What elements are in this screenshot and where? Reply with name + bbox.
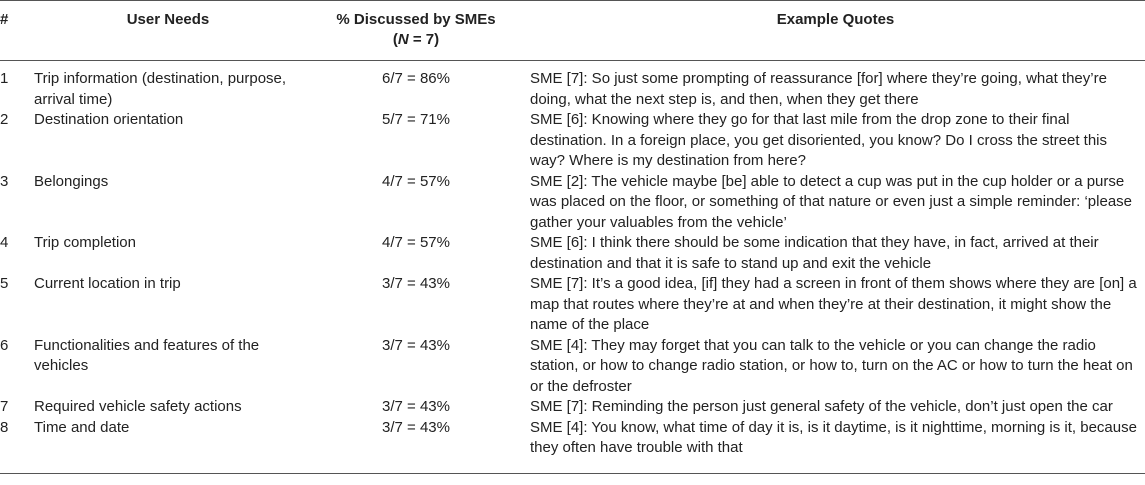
row-quote: SME [6]: I think there should be some in…: [530, 234, 1099, 272]
row-percent: 3/7 = 43%: [382, 275, 450, 292]
table-row: 1 Trip information (destination, purpose…: [0, 61, 1145, 111]
row-user-need: Trip information (destination, purpose, …: [34, 70, 287, 108]
header-row: # User Needs % Discussed by SMEs (N = 7)…: [0, 0, 1145, 61]
header-n-value: = 7): [408, 31, 440, 48]
row-percent: 4/7 = 57%: [382, 234, 450, 251]
row-number: 8: [0, 418, 9, 436]
row-percent: 3/7 = 43%: [382, 398, 450, 415]
row-user-need: Functionalities and features of the vehi…: [34, 336, 260, 375]
row-percent: 3/7 = 43%: [382, 418, 450, 436]
header-user-needs: User Needs: [126, 11, 210, 28]
row-percent: 3/7 = 43%: [382, 336, 450, 354]
header-paren-open: (: [392, 31, 398, 48]
row-user-need: Current location in trip: [34, 275, 181, 292]
row-percent: 6/7 = 86%: [382, 70, 450, 87]
row-quote: SME [2]: The vehicle maybe [be] able to …: [530, 172, 1132, 231]
row-quote: SME [6]: Knowing where they go for that …: [530, 111, 1107, 169]
table-row: 6 Functionalities and features of the ve…: [0, 336, 1145, 398]
row-quote: SME [7]: It’s a good idea, [if] they had…: [530, 275, 1137, 333]
table-row: 8 Time and date 3/7 = 43% SME [4]: You k…: [0, 418, 1145, 473]
row-quote: SME [4]: They may forget that you can ta…: [530, 336, 1133, 395]
table-row: 4 Trip completion 4/7 = 57% SME [6]: I t…: [0, 233, 1145, 274]
row-number: 1: [0, 70, 9, 87]
table-row: 3 Belongings 4/7 = 57% SME [2]: The vehi…: [0, 172, 1145, 234]
row-user-need: Trip completion: [34, 234, 136, 251]
header-n-variable: N: [397, 31, 409, 48]
row-user-need: Destination orientation: [34, 111, 184, 128]
table-body: 1 Trip information (destination, purpose…: [0, 61, 1145, 473]
table-row: 5 Current location in trip 3/7 = 43% SME…: [0, 274, 1145, 336]
header-percent-line1: % Discussed by SMEs: [336, 11, 496, 28]
row-quote: SME [4]: You know, what time of day it i…: [530, 418, 1137, 457]
row-user-need: Time and date: [34, 418, 130, 436]
row-number: 5: [0, 275, 9, 292]
row-quote: SME [7]: So just some prompting of reass…: [530, 70, 1107, 108]
header-percent-discussed: % Discussed by SMEs (N = 7): [306, 1, 526, 61]
user-needs-table: # User Needs % Discussed by SMEs (N = 7)…: [0, 0, 1145, 473]
row-percent: 5/7 = 71%: [382, 111, 450, 128]
row-number: 7: [0, 398, 9, 415]
row-number: 3: [0, 172, 9, 190]
row-number: 2: [0, 111, 9, 128]
header-example-quotes: Example Quotes: [776, 11, 895, 28]
row-quote: SME [7]: Reminding the person just gener…: [530, 398, 1113, 415]
row-user-need: Belongings: [34, 172, 109, 190]
header-number: #: [0, 11, 9, 28]
table-row: 2 Destination orientation 5/7 = 71% SME …: [0, 110, 1145, 172]
header-percent-line2: (N = 7): [393, 31, 439, 48]
row-percent: 4/7 = 57%: [382, 172, 450, 190]
table-row: 7 Required vehicle safety actions 3/7 = …: [0, 397, 1145, 418]
row-number: 4: [0, 234, 9, 251]
row-user-need: Required vehicle safety actions: [34, 398, 242, 415]
row-number: 6: [0, 336, 9, 354]
table-header: # User Needs % Discussed by SMEs (N = 7)…: [0, 0, 1145, 61]
